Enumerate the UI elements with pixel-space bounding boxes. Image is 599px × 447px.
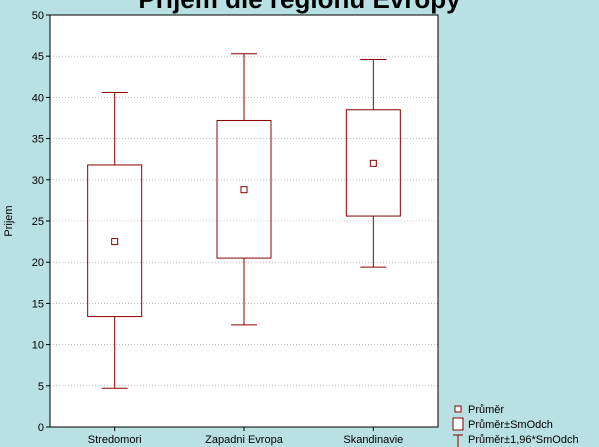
y-tick-label: 25 [32,216,44,228]
legend-label-mean: Průměr [468,404,504,416]
x-tick-label: Skandinavie [343,434,403,446]
mean-marker [369,159,377,167]
y-tick-label: 10 [32,340,44,352]
box [345,109,401,217]
y-tick-label: 50 [32,10,44,22]
y-tick-label: 5 [38,381,44,393]
y-tick-label: 45 [32,51,44,63]
box-group-skandinavie [345,58,401,268]
y-tick-label: 40 [32,92,44,104]
box-group-stredomori [87,91,143,389]
legend-mean-icon [454,405,462,413]
x-tick-label: Stredomori [88,434,142,446]
legend-label-whisker: Průměr±1,96*SmOdch [468,434,579,446]
legend-label-box: Průměr±SmOdch [468,419,553,431]
chart-title: Prijem dle regionu Evropy [0,0,599,15]
y-tick-label: 0 [38,422,44,434]
box-group-zapadni-evropa [216,53,272,326]
box-layer [87,53,401,389]
y-axis-label: Prijem [3,205,15,236]
y-axis-ticks: 0 5 10 15 20 25 30 35 40 45 50 [32,10,50,434]
mean-marker [240,186,248,194]
legend-box-icon [452,417,464,431]
box [87,164,143,318]
x-tick-label: Zapadni Evropa [205,434,284,446]
y-tick-label: 30 [32,175,44,187]
legend: Průměr Průměr±SmOdch Průměr±1,96*SmOdch [452,404,579,447]
y-tick-label: 15 [32,298,44,310]
mean-marker [111,238,119,246]
x-axis-ticks: Stredomori Zapadni Evropa Skandinavie [88,427,403,446]
y-tick-label: 35 [32,134,44,146]
box [216,119,272,259]
y-tick-label: 20 [32,257,44,269]
